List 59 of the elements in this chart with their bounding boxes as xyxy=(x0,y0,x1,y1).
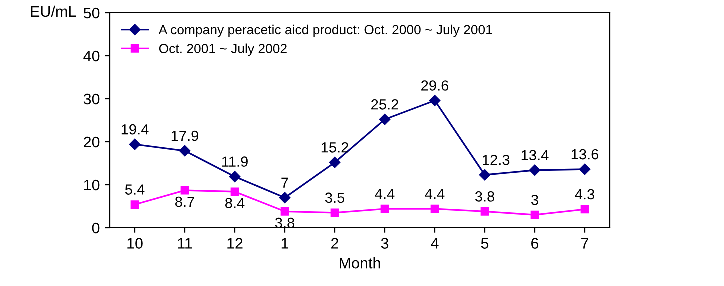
point xyxy=(180,186,190,195)
data-label: 29.6 xyxy=(422,80,449,91)
point xyxy=(129,138,141,150)
point xyxy=(579,164,591,176)
data-label: 5.4 xyxy=(125,184,145,195)
point xyxy=(429,95,441,106)
data-label: 7 xyxy=(282,178,288,188)
x-tick-label: 7 xyxy=(582,238,588,249)
point xyxy=(580,205,590,214)
point xyxy=(380,204,390,214)
data-label: 11.9 xyxy=(222,156,248,168)
x-tick-label: 4 xyxy=(431,238,439,249)
point xyxy=(379,114,391,126)
y-tick-label: 50 xyxy=(84,8,100,19)
data-label: 13.6 xyxy=(572,149,599,160)
data-label: 25.2 xyxy=(372,99,398,110)
x-tick-label: 5 xyxy=(481,238,489,249)
data-label: 4.4 xyxy=(425,189,445,200)
data-label: 3 xyxy=(532,194,538,206)
x-tick-label: 1 xyxy=(282,238,289,249)
point xyxy=(330,208,340,218)
y-tick-label: 10 xyxy=(84,180,100,191)
data-label: 3.8 xyxy=(475,192,495,202)
x-tick-label: 10 xyxy=(128,238,143,249)
data-label: 4.4 xyxy=(375,189,395,200)
data-label: 13.4 xyxy=(522,150,549,161)
data-label: 19.4 xyxy=(122,124,149,135)
x-axis-title: Month xyxy=(340,258,380,269)
point xyxy=(130,200,140,209)
point xyxy=(530,210,540,220)
point xyxy=(529,164,541,176)
x-tick-label: 11 xyxy=(178,238,192,249)
y-tick-label: 30 xyxy=(84,94,100,105)
x-tick-label: 6 xyxy=(532,238,539,249)
point xyxy=(479,170,491,181)
point xyxy=(480,207,490,216)
legend-label: Oct. 2001 ~ July 2002 xyxy=(159,44,287,56)
legend-label: A company peracetic aicd product: Oct. 2000 ~ July 2001 xyxy=(158,24,492,38)
data-label: 12.3 xyxy=(483,154,510,166)
y-tick-label: 40 xyxy=(84,50,100,62)
y-axis-title: EU/mL xyxy=(31,6,76,18)
data-label: 3.5 xyxy=(325,192,345,204)
y-tick-label: 20 xyxy=(84,136,100,148)
point xyxy=(179,145,191,157)
point xyxy=(329,157,341,168)
data-label: 8.4 xyxy=(226,198,245,208)
data-label: 8.7 xyxy=(176,196,194,208)
y-tick-label: 0 xyxy=(92,222,100,234)
data-label: 15.2 xyxy=(322,142,348,153)
point xyxy=(229,171,241,182)
data-label: 17.9 xyxy=(172,130,198,142)
x-tick-label: 12 xyxy=(228,238,243,249)
data-label: 4.3 xyxy=(575,189,594,200)
point xyxy=(280,207,290,216)
point xyxy=(279,192,291,204)
x-tick-label: 3 xyxy=(381,238,389,249)
x-tick-label: 2 xyxy=(332,238,338,249)
point xyxy=(230,188,240,196)
point xyxy=(430,204,440,214)
